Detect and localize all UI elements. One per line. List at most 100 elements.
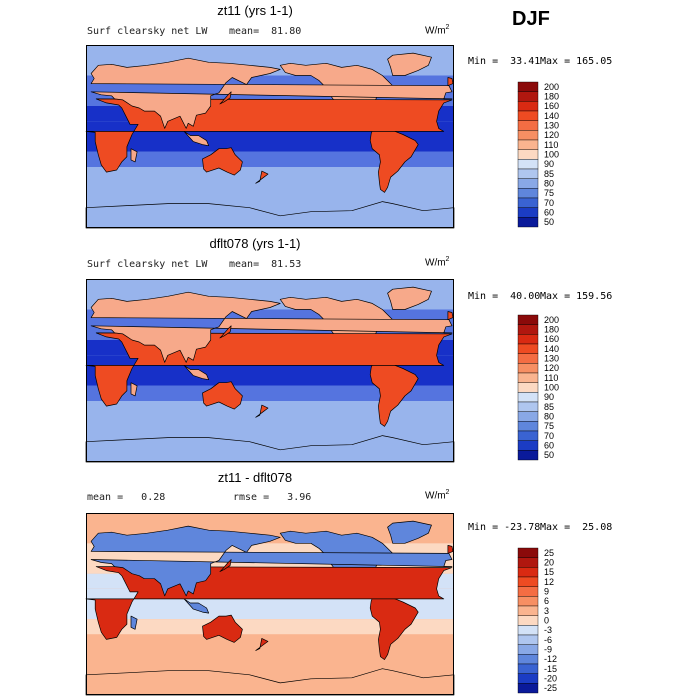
continent-1 [369, 124, 419, 193]
colorbar-tick-label: 60 [544, 208, 554, 218]
colorbar-swatch [517, 382, 539, 393]
continent-8 [183, 131, 210, 147]
colorbar-tick-label: 85 [544, 169, 554, 179]
colorbar-tick-label: 200 [544, 82, 559, 92]
colorbar-swatch [517, 81, 539, 92]
colorbar-tick-label: 15 [544, 567, 554, 577]
continent-10 [130, 615, 138, 630]
colorbar-tick-label: -6 [544, 635, 552, 645]
colorbar-swatch [517, 430, 539, 441]
colorbar-swatch [517, 450, 539, 461]
continent-1 [369, 592, 419, 660]
continent-8 [183, 598, 210, 614]
colorbar-swatch [517, 392, 539, 403]
continent-2 [387, 286, 432, 310]
colorbar-swatch [517, 605, 539, 616]
panel-1-map [85, 45, 455, 229]
panel-2-max: Max = 159.56 [540, 291, 613, 302]
map-band-south-midlat [86, 401, 454, 427]
colorbar-swatch [517, 363, 539, 374]
continent-9 [447, 77, 454, 87]
colorbar-tick-label: 80 [544, 179, 554, 189]
map-band-south-subtropics [86, 385, 454, 401]
colorbar-tick-label: 200 [544, 315, 559, 325]
continent-7 [219, 91, 232, 105]
colorbar-swatch [517, 217, 539, 228]
colorbar-swatch [517, 197, 539, 208]
continent-5 [202, 147, 243, 176]
colorbar-tick-label: 12 [544, 577, 554, 587]
colorbar-tick-label: 20 [544, 558, 554, 568]
colorbar-swatch [517, 567, 539, 578]
colorbar-tick-label: 60 [544, 441, 554, 451]
colorbar-tick-label: 75 [544, 188, 554, 198]
colorbar-tick-label: 160 [544, 334, 559, 344]
colorbar-swatch [517, 440, 539, 451]
colorbar-swatch [517, 673, 539, 684]
colorbar-tick-label: 160 [544, 101, 559, 111]
colorbar-tick-label: 25 [544, 548, 554, 558]
continent-8 [183, 365, 210, 381]
panel-3-min: Min = -23.78 [468, 522, 541, 533]
colorbar-tick-label: 85 [544, 402, 554, 412]
continent-9 [447, 311, 454, 321]
colorbar-swatch [517, 615, 539, 626]
panel-3-units: W/m2 [425, 489, 450, 502]
colorbar-tick-label: 100 [544, 383, 559, 393]
continent-10 [130, 382, 138, 397]
colorbar-tick-label: 140 [544, 111, 559, 121]
colorbar-swatch [517, 557, 539, 568]
colorbar-swatch [517, 168, 539, 179]
colorbar-swatch [517, 343, 539, 354]
colorbar-swatch [517, 314, 539, 325]
colorbar-tick-label: 9 [544, 587, 549, 597]
colorbar-swatch [517, 120, 539, 131]
colorbar-tick-label: 130 [544, 121, 559, 131]
colorbar-tick-label: 90 [544, 392, 554, 402]
colorbar-tick-label: 180 [544, 92, 559, 102]
colorbar-swatch [517, 683, 539, 694]
colorbar-tick-label: 110 [544, 140, 558, 150]
panel-3-max: Max = 25.08 [540, 522, 613, 533]
colorbar-tick-label: 100 [544, 150, 559, 160]
colorbar-tick-label: 140 [544, 344, 559, 354]
colorbar-swatch [517, 547, 539, 558]
colorbar-swatch [517, 576, 539, 587]
colorbar-swatch [517, 421, 539, 432]
map-band-south-midlat [86, 634, 454, 660]
continent-7 [219, 559, 232, 572]
colorbar-swatch [517, 324, 539, 335]
panel-1-units: W/m2 [425, 24, 450, 37]
map-band-south-midlat [86, 167, 454, 193]
map-frame [86, 513, 454, 695]
colorbar-swatch [517, 110, 539, 121]
panel-1-mean: mean= 81.80 [229, 26, 302, 37]
panel-3-map [85, 513, 455, 696]
colorbar-swatch [517, 372, 539, 383]
continent-9 [447, 545, 454, 554]
continent-4 [90, 57, 453, 129]
continent-2 [387, 52, 432, 76]
panel-2-field-label: Surf clearsky net LW [87, 259, 208, 270]
colorbar-swatch [517, 625, 539, 636]
colorbar-tick-label: -25 [544, 683, 557, 693]
colorbar-swatch [517, 596, 539, 607]
colorbar-swatch [517, 353, 539, 364]
colorbar-swatch [517, 411, 539, 422]
colorbar-swatch [517, 634, 539, 645]
colorbar-tick-label: -3 [544, 625, 552, 635]
colorbar-tick-label: 180 [544, 325, 559, 335]
map-frame [86, 279, 454, 462]
colorbar-tick-label: 120 [544, 363, 559, 373]
panel-2-map [85, 279, 455, 463]
panel-3-mean: mean = 0.28 [87, 492, 166, 503]
continent-5 [202, 614, 243, 643]
colorbar-swatch [517, 101, 539, 112]
map-band-south-subtropics [86, 619, 454, 635]
continent-4 [90, 291, 453, 363]
colorbar-tick-label: 50 [544, 450, 554, 460]
panel-3-rmse: rmse = 3.96 [233, 492, 312, 503]
colorbar-swatch [517, 401, 539, 412]
colorbar-swatch [517, 139, 539, 150]
